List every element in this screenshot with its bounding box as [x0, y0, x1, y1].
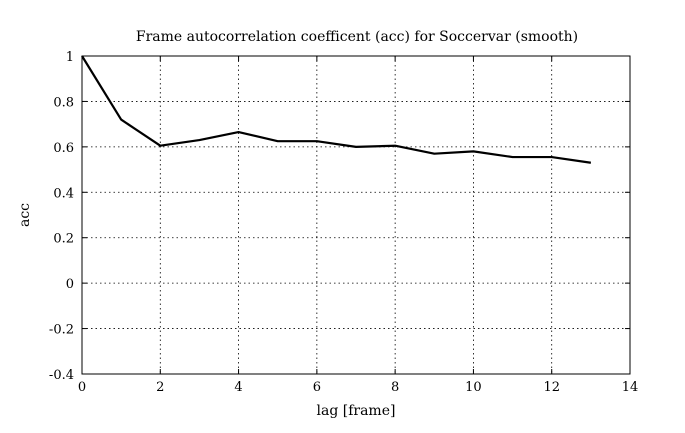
axis-ticks	[81, 55, 631, 375]
plot-frame	[81, 55, 631, 375]
x-tick-label: 8	[391, 380, 399, 395]
series-layer	[81, 55, 592, 164]
y-tick-label: 0	[66, 277, 74, 292]
y-tick-label: -0.2	[49, 323, 74, 338]
x-tick-label: 12	[543, 380, 560, 395]
grid-lines	[82, 56, 630, 374]
x-tick-label: 14	[622, 380, 639, 395]
y-tick-label: 0.4	[53, 186, 74, 201]
x-axis-label: lag [frame]	[317, 403, 396, 419]
x-tick-labels: 0 2 4 6 8 10 12 14	[78, 380, 638, 395]
y-tick-label: 0.8	[53, 95, 74, 110]
series-line	[81, 55, 592, 164]
y-tick-label: -0.4	[49, 368, 74, 383]
x-tick-label: 6	[313, 380, 321, 395]
x-tick-label: 2	[156, 380, 164, 395]
x-tick-label: 4	[234, 380, 242, 395]
x-tick-label: 0	[78, 380, 86, 395]
y-tick-label: 0.2	[53, 232, 74, 247]
chart-title: Frame autocorrelation coefficent (acc) f…	[136, 29, 578, 45]
y-tick-label: 1	[66, 50, 74, 65]
y-axis-label: acc	[17, 203, 33, 227]
y-tick-labels: -0.4 -0.2 0 0.2 0.4 0.6 0.8 1	[49, 50, 74, 383]
x-tick-label: 10	[465, 380, 482, 395]
y-tick-label: 0.6	[53, 141, 74, 156]
